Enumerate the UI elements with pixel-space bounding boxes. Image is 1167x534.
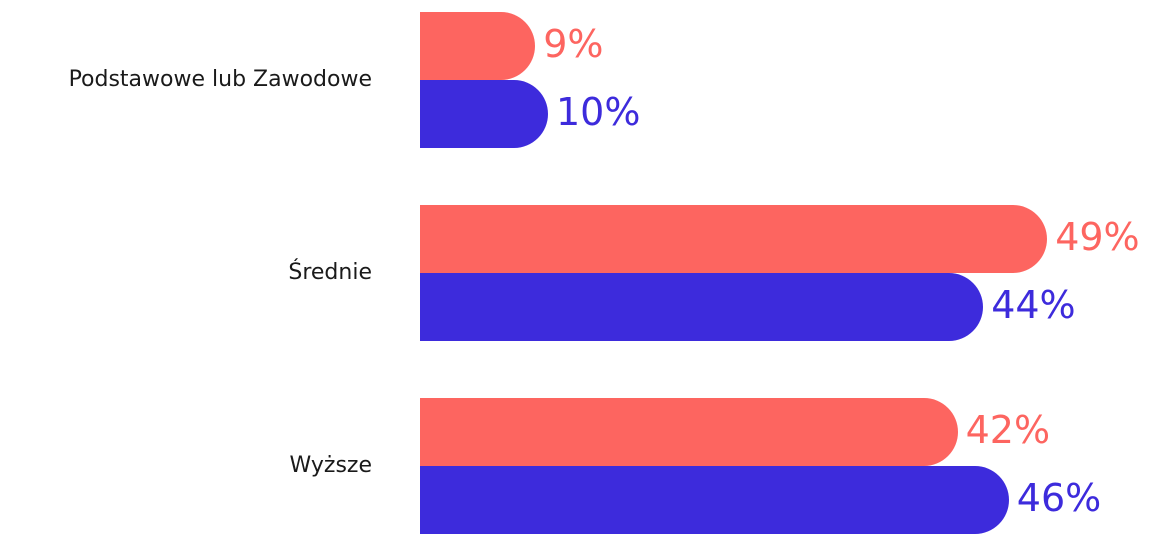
bar	[420, 205, 1048, 273]
data-label: 42%	[965, 408, 1051, 452]
data-label: 10%	[556, 90, 641, 134]
bar	[420, 398, 958, 466]
data-label: 9%	[543, 22, 604, 66]
category-label: Podstawowe lub Zawodowe	[68, 67, 372, 92]
category-label: Wyższe	[289, 453, 372, 478]
data-label: 49%	[1055, 215, 1140, 259]
bar	[420, 273, 984, 341]
bar	[420, 466, 1009, 534]
bar	[420, 12, 536, 80]
bar	[420, 80, 548, 148]
data-label: 44%	[991, 283, 1076, 327]
category-label: Średnie	[288, 260, 372, 285]
data-label: 46%	[1016, 476, 1102, 520]
